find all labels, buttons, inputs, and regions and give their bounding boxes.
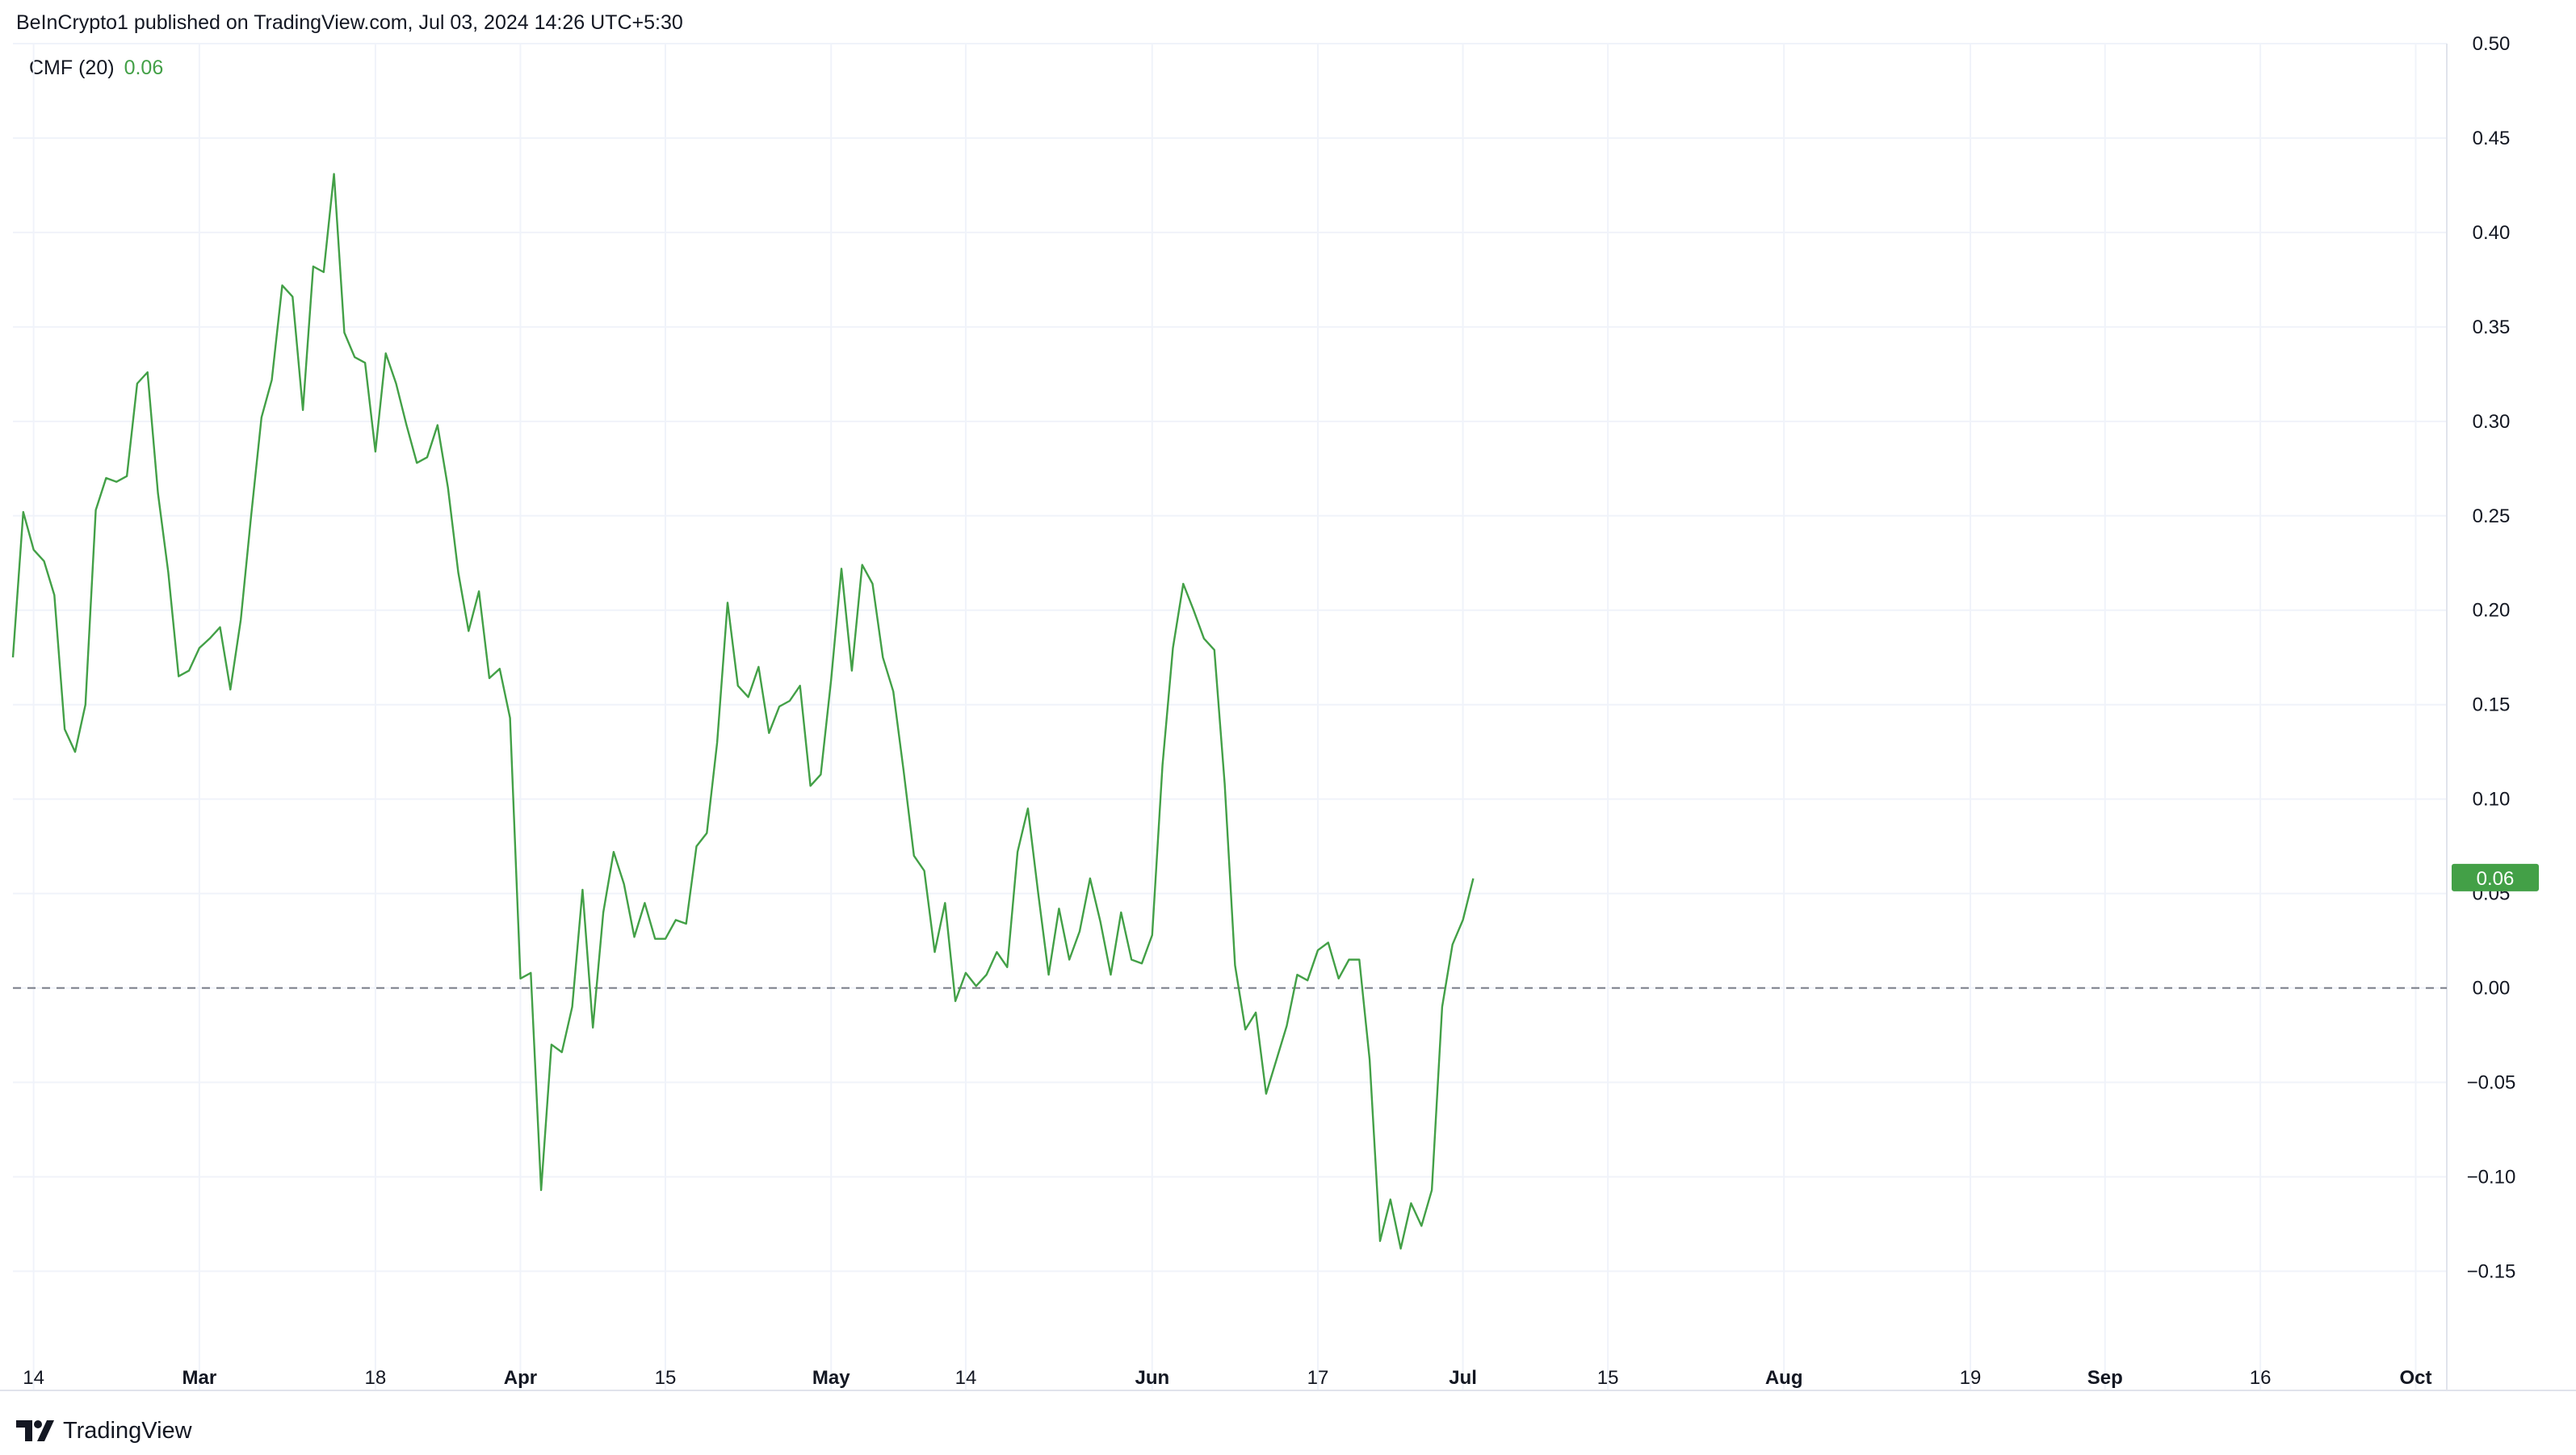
indicator-legend[interactable]: CMF (20) 0.06 — [29, 57, 163, 80]
y-tick-label: 0.00 — [2473, 978, 2511, 1000]
indicator-value: 0.06 — [124, 57, 164, 79]
x-tick-label: Mar — [183, 1367, 217, 1389]
y-axis: 0.500.450.400.350.300.250.200.150.100.05… — [2467, 33, 2516, 1282]
tradingview-logo-icon — [16, 1420, 54, 1441]
last-value-badge — [2452, 863, 2539, 891]
grid — [13, 43, 2447, 1390]
y-tick-label: 0.45 — [2473, 128, 2511, 149]
indicator-name: CMF (20) — [29, 57, 115, 79]
y-tick-label: −0.15 — [2467, 1260, 2516, 1282]
last-value-badge-group: 0.06 — [2452, 863, 2539, 891]
last-value-badge-text: 0.06 — [2477, 868, 2515, 890]
x-tick-label: Sep — [2087, 1367, 2123, 1389]
y-tick-label: 0.15 — [2473, 694, 2511, 716]
x-tick-label: May — [812, 1367, 850, 1389]
tradingview-brand: TradingView — [63, 1417, 192, 1444]
x-tick-label: Aug — [1765, 1367, 1803, 1389]
y-tick-label: −0.05 — [2467, 1072, 2516, 1094]
x-tick-label: 14 — [955, 1367, 977, 1389]
x-tick-label: 15 — [655, 1367, 677, 1389]
series-group — [11, 173, 1475, 1250]
y-tick-label: 0.20 — [2473, 600, 2511, 622]
x-tick-label: 19 — [1960, 1367, 1982, 1389]
y-tick-label: 0.25 — [2473, 505, 2511, 527]
x-tick-label: Oct — [2400, 1367, 2432, 1389]
x-tick-label: Jun — [1135, 1367, 1169, 1389]
y-tick-label: 0.40 — [2473, 222, 2511, 244]
tradingview-logo[interactable]: TradingView — [15, 1416, 192, 1445]
y-tick-label: 0.10 — [2473, 789, 2511, 811]
x-tick-label: 18 — [365, 1367, 387, 1389]
x-tick-label: 14 — [23, 1367, 44, 1389]
chart-frame — [0, 44, 2576, 1391]
series-line-cmf[interactable] — [11, 173, 1475, 1250]
x-axis: 14 Mar 18 Apr 15 May 14 Jun 17 Jul 15 Aug 19 Sep 16 Oct — [23, 1367, 2431, 1389]
x-tick-label: Apr — [504, 1367, 537, 1389]
x-tick-label: 15 — [1597, 1367, 1619, 1389]
y-tick-label: −0.10 — [2467, 1166, 2516, 1188]
x-tick-label: Jul — [1449, 1367, 1477, 1389]
y-tick-label: 0.30 — [2473, 411, 2511, 433]
y-tick-label: 0.50 — [2473, 33, 2511, 55]
x-tick-label: 16 — [2250, 1367, 2272, 1389]
x-tick-label: 17 — [1307, 1367, 1329, 1389]
y-tick-label: 0.35 — [2473, 317, 2511, 338]
publish-info: BeInCrypto1 published on TradingView.com… — [16, 11, 683, 34]
